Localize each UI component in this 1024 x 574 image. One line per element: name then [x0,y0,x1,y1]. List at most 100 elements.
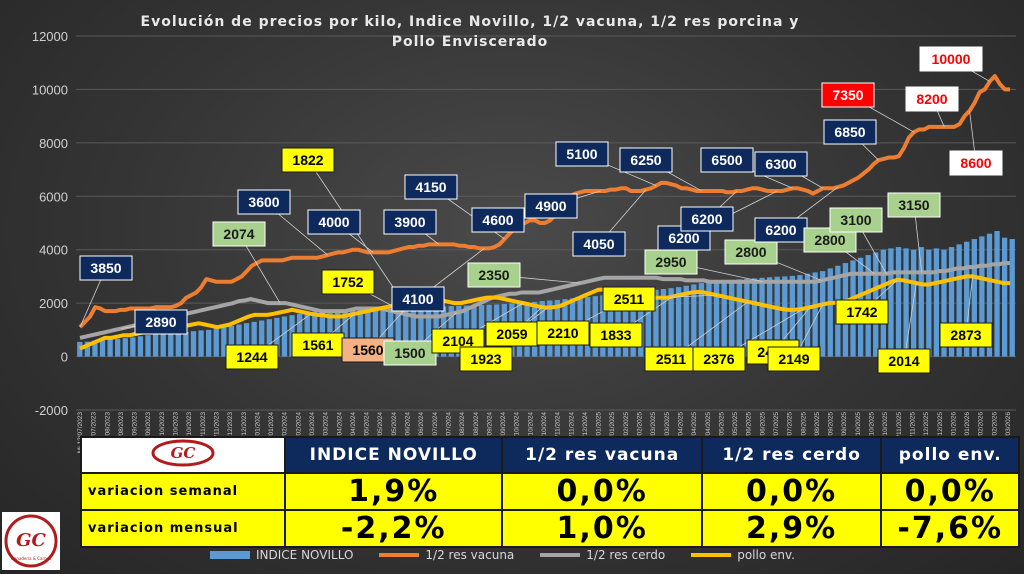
data-label: 6200 [765,222,796,238]
bar [729,279,735,357]
callout-box [919,46,983,72]
x-tick-label: Mi 04/03/2026 [1005,412,1012,454]
callout-box [307,209,361,235]
data-label: 2376 [703,351,734,367]
callout-box [459,346,513,372]
x-tick-label: Mi 02/04/2025 [677,412,684,454]
bar [660,288,667,357]
callout-box [692,346,746,372]
bar [221,327,227,357]
x-tick-label: Mi 03/09/2025 [828,412,835,454]
x-tick-label: Mi 12/06/2024 [405,412,412,454]
bar [137,336,144,357]
x-tick-label: Mi 03/04/2024 [336,412,343,454]
bar [964,241,970,357]
callout-box [404,174,458,200]
data-label: 2149 [778,351,809,367]
callout-box [383,340,437,366]
bar [228,325,235,357]
callout-leader [903,283,917,362]
chart-title-line2: Pollo Enviscerado [391,34,549,50]
callout-box [823,119,877,145]
callout-box [572,231,626,257]
bar [948,247,955,357]
data-label: 10000 [932,51,971,67]
data-label: 6500 [711,152,742,168]
bar [683,285,689,357]
y-tick-label: 12000 [32,29,68,44]
bar [653,289,659,357]
bar [956,244,962,357]
callout-box [471,207,525,233]
bar [365,308,371,357]
x-tick-label: Mi 10/12/2025 [923,412,930,454]
x-tick-label: Mi 15/10/2025 [869,412,876,454]
data-label: 1560 [352,342,383,358]
legend-swatch [691,553,732,557]
legend-item: 1/2 res vacuna [379,548,514,562]
legend-label: pollo env. [737,548,795,562]
data-label: 6300 [765,156,796,172]
callout-box [589,322,643,348]
legend-item: pollo env. [691,548,795,562]
data-label: 1500 [394,345,425,361]
x-tick-label: Mi 20/12/2023 [241,412,248,454]
bar [350,309,356,357]
data-label: 2511 [614,291,645,307]
legend-swatch [379,553,420,557]
bar [766,277,773,357]
x-tick-label: Mi 17/04/2024 [350,412,357,454]
data-label: 2074 [223,226,254,242]
bar [168,333,174,357]
bar [77,341,83,357]
bar [425,306,432,357]
x-tick-label: Mi 20/08/2025 [814,412,821,454]
table-header-row: GC INDICE NOVILLO 1/2 res vacuna 1/2 res… [80,436,1020,474]
corner-logo: GC Ganadería & Carnes [2,512,60,570]
x-tick-label: Mi 07/08/2024 [459,412,466,454]
y-tick-label: 2000 [39,296,68,311]
bar [281,316,288,357]
value-cell: 1,0% [501,509,703,548]
callout-box [391,286,445,312]
x-tick-label: Mi 06/08/2025 [800,412,807,454]
bar [115,338,121,357]
data-label: 4150 [415,179,446,195]
x-tick-label: Mi 05/02/2025 [623,412,630,454]
data-label: 4100 [402,291,433,307]
x-tick-label: Mi 29/10/2025 [882,412,889,454]
row-label-mensual: variacion mensual [80,509,286,548]
x-tick-label: Mi 04/09/2024 [486,412,493,454]
data-label: 1244 [236,349,267,365]
bar [789,275,796,357]
x-tick-label: Mi 07/01/2026 [950,412,957,454]
data-label: 1833 [600,327,631,343]
variation-table: GC INDICE NOVILLO 1/2 res vacuna 1/2 res… [80,436,1020,548]
bar [698,283,705,357]
logo-text: GC [171,444,196,462]
legend-label: INDICE NOVILLO [256,548,354,562]
x-tick-label: Mi 12/07/2023 [77,412,84,454]
bar [357,309,363,357]
data-label: 4000 [318,214,349,230]
x-tick-label: Mi 15/05/2024 [377,412,384,454]
table-row: variacion semanal 1,9% 0,0% 0,0% 0,0% [80,472,1020,511]
x-tick-label: Mi 26/06/2024 [418,412,425,454]
bar [213,328,219,357]
bar [986,233,993,357]
data-label: 2014 [888,353,919,369]
badge-logo-text: GC [16,530,46,551]
data-label: 2511 [656,351,687,367]
x-tick-label: Mi 04/10/2023 [159,412,166,454]
bar [751,278,758,357]
bar [941,249,947,357]
x-tick-label: Mi 23/07/2025 [787,412,794,454]
header-res-vacuna: 1/2 res vacuna [501,436,703,474]
bar [418,307,424,357]
bar [812,272,818,357]
x-tick-label: Mi 24/07/2024 [445,412,452,454]
callout-box [237,189,291,215]
bar [236,324,242,357]
bar [895,247,902,357]
bar [918,247,924,357]
